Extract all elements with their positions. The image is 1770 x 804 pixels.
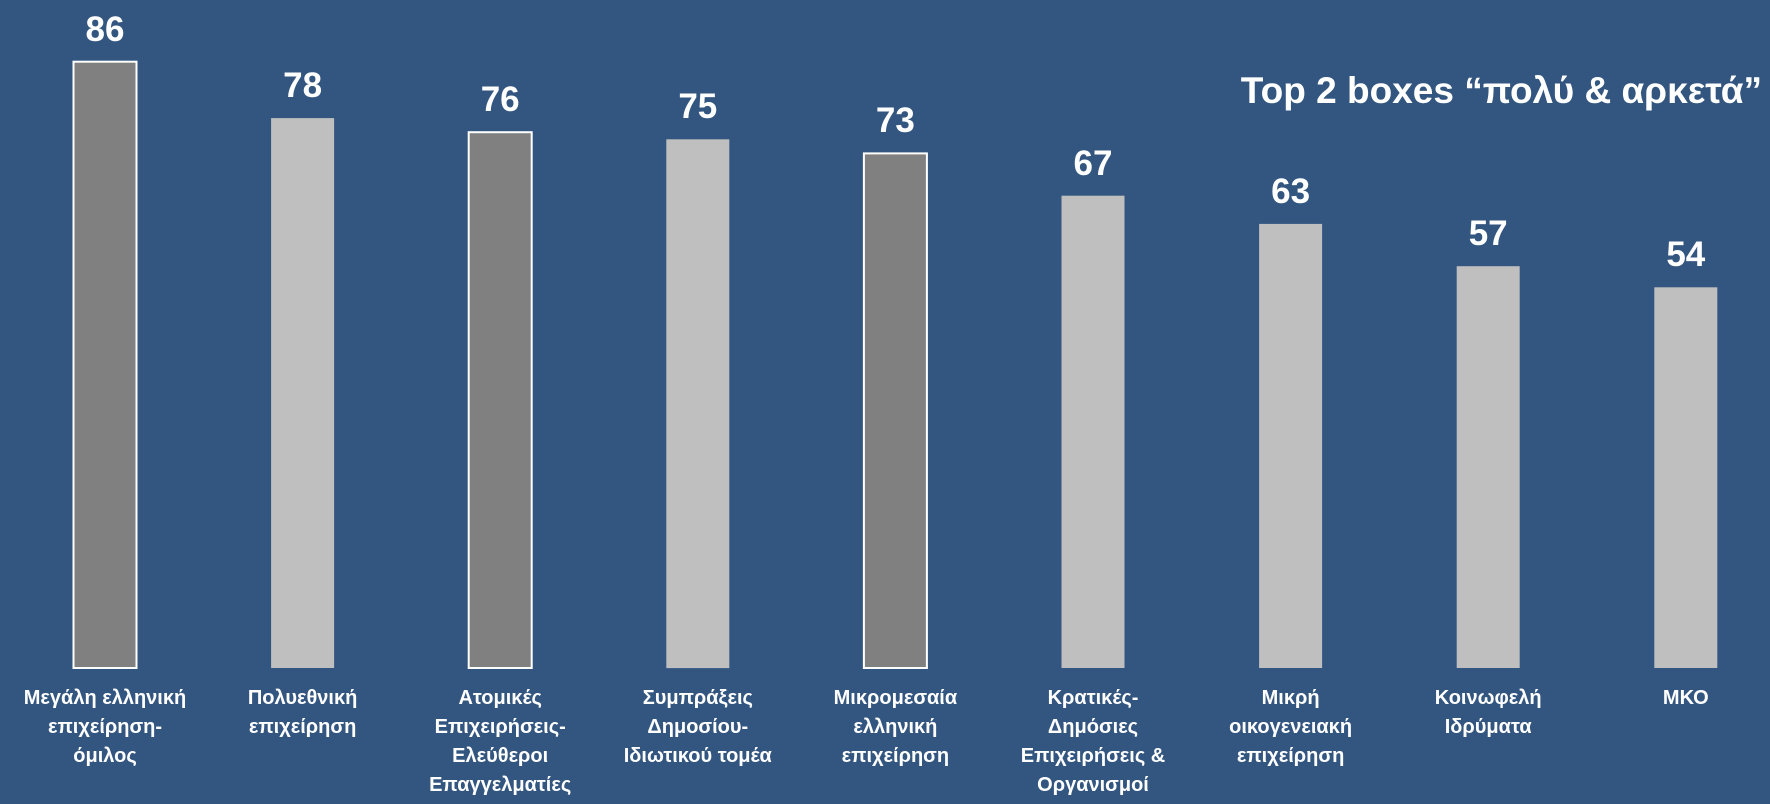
category-label-line: οικογενειακή	[1229, 716, 1353, 738]
category-label-line: επιχείρηση	[841, 745, 950, 767]
category-label: Μεγάλη ελληνική επιχείρηση-όμιλος	[20, 684, 190, 771]
bar	[1654, 287, 1718, 668]
category-label-line: Συμπράξεις	[642, 687, 753, 709]
category-label-line: Επαγγελματίες	[429, 774, 572, 796]
category-label-line: Μικρή	[1261, 687, 1320, 709]
category-label-line: επιχείρηση	[248, 716, 357, 738]
data-label: 76	[480, 80, 520, 120]
chart-annotation: Top 2 boxes “πολύ & αρκετά”	[1240, 70, 1762, 111]
bar	[271, 118, 335, 669]
bar	[1259, 223, 1323, 668]
category-label-line: Δημόσιες	[1047, 716, 1139, 738]
category-label-line: Επιχειρήσεις &	[1020, 745, 1166, 767]
category-label: ΜΚΟ	[1601, 684, 1770, 713]
bar	[72, 60, 138, 669]
bar	[1456, 266, 1520, 668]
category-label-line: ελληνική	[853, 716, 938, 738]
category-label-line: Ατομικές	[458, 687, 542, 709]
category-label-line: όμιλος	[73, 745, 137, 767]
category-label-line: Ελεύθεροι	[452, 745, 549, 767]
data-label: 63	[1271, 171, 1311, 211]
bar	[862, 152, 928, 669]
category-label-line: επιχείρηση-	[47, 716, 163, 738]
data-label: 86	[85, 9, 125, 49]
category-label: Συμπράξεις Δημοσίου- Ιδιωτικού τομέα	[613, 684, 783, 771]
category-label-line: Ιδρύματα	[1444, 716, 1532, 738]
data-label: 75	[678, 87, 718, 127]
category-label: Ατομικές Επιχειρήσεις- Ελεύθεροι Επαγγελματ…	[415, 684, 585, 800]
category-label-line: Οργανισμοί	[1037, 774, 1149, 796]
category-label-line: Μεγάλη ελληνική	[23, 687, 187, 709]
category-label-line: Πολυεθνική	[247, 687, 358, 709]
data-label: 54	[1666, 235, 1706, 275]
category-label: Μικρή οικογενειακή επιχείρηση	[1206, 684, 1376, 771]
category-label: Κρατικές- Δημόσιες Επιχειρήσεις & Οργανισμο…	[1008, 684, 1178, 800]
bar	[666, 139, 730, 669]
category-label-line: ΜΚΟ	[1662, 687, 1709, 709]
data-label: 78	[283, 66, 323, 106]
category-label: Πολυεθνική επιχείρηση	[218, 684, 388, 742]
bar	[467, 131, 533, 669]
data-label: 73	[875, 101, 915, 141]
category-label-line: Επιχειρήσεις-	[434, 716, 566, 738]
category-label: Κοινωφελή Ιδρύματα	[1403, 684, 1573, 742]
category-label-line: Κρατικές-	[1047, 687, 1139, 709]
category-label: Μικρομεσαία ελληνική επιχείρηση	[810, 684, 980, 771]
category-label-line: Δημοσίου-	[647, 716, 749, 738]
category-label-line: Ιδιωτικού τομέα	[623, 745, 772, 767]
category-label-line: Κοινωφελή	[1434, 687, 1542, 709]
category-label-line: επιχείρηση	[1236, 745, 1345, 767]
category-label-line: Μικρομεσαία	[833, 687, 958, 709]
data-label: 57	[1468, 214, 1508, 254]
data-label: 67	[1073, 143, 1113, 183]
bar	[1061, 195, 1125, 668]
